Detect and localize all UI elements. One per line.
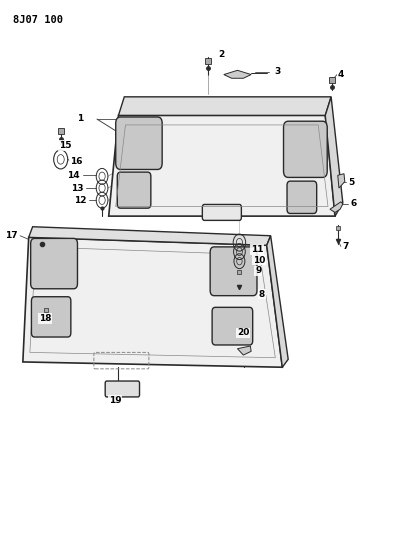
Text: 19: 19 (109, 395, 122, 405)
FancyBboxPatch shape (117, 172, 151, 208)
Polygon shape (338, 174, 345, 188)
Text: 12: 12 (74, 196, 86, 205)
FancyBboxPatch shape (202, 205, 241, 220)
FancyBboxPatch shape (283, 121, 327, 177)
Text: 8J07 100: 8J07 100 (13, 14, 63, 25)
Text: 5: 5 (349, 178, 355, 187)
Polygon shape (330, 202, 343, 213)
Polygon shape (23, 237, 282, 367)
Polygon shape (224, 70, 251, 78)
Polygon shape (325, 97, 343, 216)
Text: 13: 13 (71, 183, 83, 192)
Text: 6: 6 (351, 199, 357, 208)
Text: 11: 11 (251, 245, 264, 254)
Polygon shape (29, 227, 271, 245)
Text: 8: 8 (259, 289, 265, 298)
FancyBboxPatch shape (31, 297, 71, 337)
FancyBboxPatch shape (210, 247, 257, 296)
Text: 15: 15 (59, 141, 72, 150)
Polygon shape (237, 346, 251, 355)
Text: 7: 7 (343, 242, 349, 251)
Text: 2: 2 (219, 50, 225, 59)
Text: 17: 17 (5, 231, 18, 240)
Text: 9: 9 (255, 266, 261, 275)
FancyBboxPatch shape (287, 181, 317, 214)
Text: 4: 4 (338, 70, 344, 79)
Polygon shape (267, 236, 288, 367)
Polygon shape (109, 115, 335, 216)
FancyBboxPatch shape (212, 308, 253, 345)
FancyBboxPatch shape (31, 238, 77, 289)
Text: 1: 1 (77, 114, 83, 123)
Text: 18: 18 (39, 314, 51, 323)
FancyBboxPatch shape (116, 117, 162, 169)
FancyBboxPatch shape (105, 381, 140, 397)
Text: 3: 3 (275, 67, 281, 76)
Text: 16: 16 (70, 157, 82, 166)
Text: 10: 10 (253, 256, 265, 265)
Text: 14: 14 (67, 171, 79, 180)
Text: 20: 20 (237, 328, 250, 337)
Polygon shape (118, 97, 331, 115)
